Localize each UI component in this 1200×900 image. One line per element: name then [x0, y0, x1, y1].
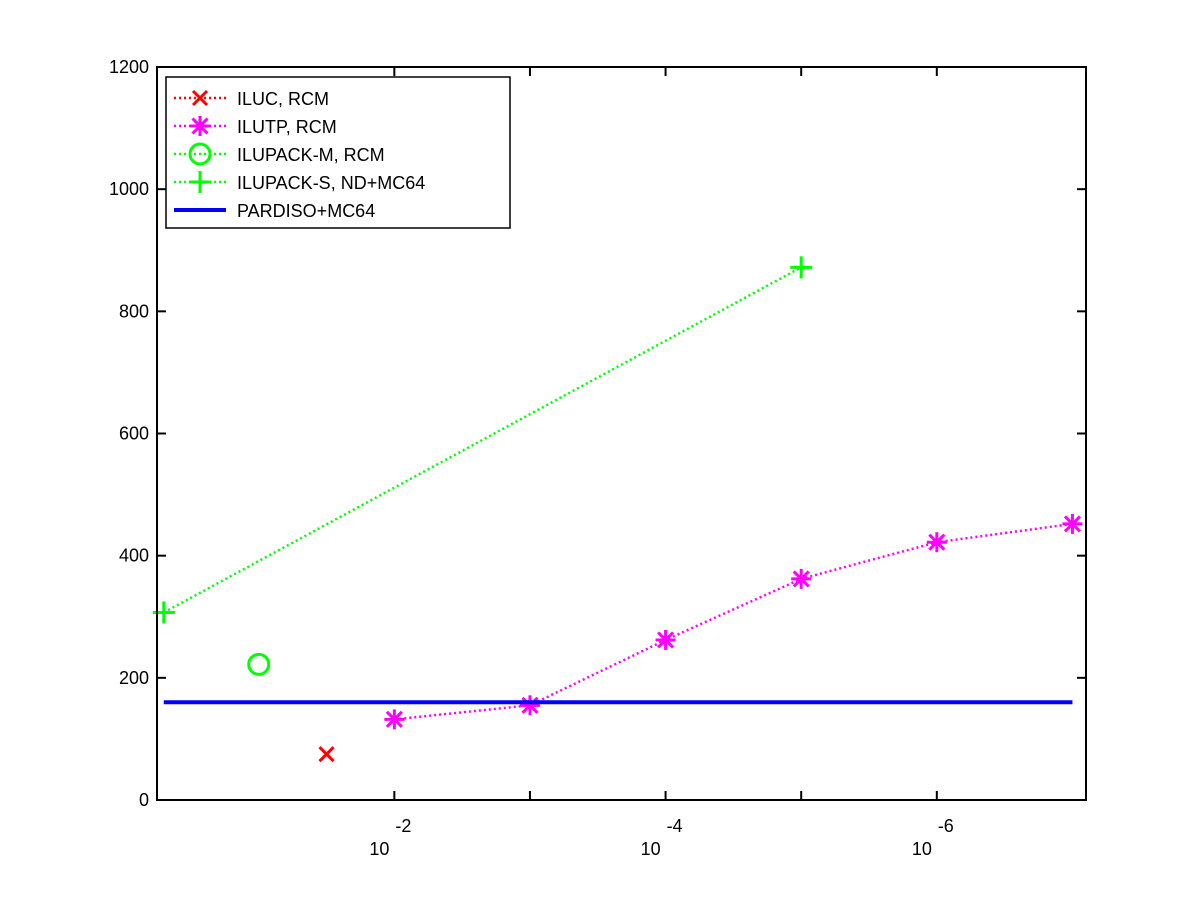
x-tick-label-exponent: -2 [395, 816, 411, 836]
data-point-ilupack-s-nd-mc64 [790, 256, 813, 279]
x-tick-label-exponent: -6 [938, 816, 954, 836]
data-point-ilutp-rcm [384, 709, 405, 730]
data-point-ilutp-rcm [926, 532, 947, 553]
data-point-ilupack-m-rcm [247, 652, 271, 676]
y-tick-label: 200 [119, 668, 149, 688]
data-point-ilupack-m-rcm-ring [247, 652, 271, 676]
y-tick-label: 600 [119, 424, 149, 444]
data-point-iluc-rcm [318, 746, 335, 763]
y-tick-label: 400 [119, 546, 149, 566]
legend-label-iluc-rcm: ILUC, RCM [237, 89, 329, 109]
data-point-ilutp-rcm [1062, 513, 1083, 534]
legend-marker-ilutp-rcm [190, 116, 210, 136]
series-iluc-rcm [318, 746, 335, 763]
data-point-ilutp-rcm-stroke-b [792, 570, 810, 588]
data-point-ilutp-rcm-stroke-b [1063, 515, 1081, 533]
legend-label-ilupack-m-rcm: ILUPACK-M, RCM [237, 145, 385, 165]
series-ilupack-m-rcm [247, 652, 271, 676]
axes: 0 200 400 600 800 1000 1200 10 -2 10 -4 10 -6 [109, 57, 1087, 859]
legend: ILUC, RCM ILUTP, RCM ILUPACK-M, RCM ILUPACK… [165, 76, 511, 229]
series-line-ilupack-s-nd-mc64 [163, 266, 802, 614]
x-tick-label-exponent: -4 [667, 816, 683, 836]
data-point-ilutp-rcm [791, 568, 812, 589]
data-point-ilutp-rcm-stroke-b [385, 710, 403, 728]
x-tick-label-base: 10 [369, 839, 389, 859]
data-point-ilutp-rcm-stroke-b [928, 533, 946, 551]
plot-area [152, 256, 1083, 763]
legend-label-pardiso-mc64: PARDISO+MC64 [237, 201, 375, 221]
legend-marker-ilutp-rcm-stroke-b [191, 117, 209, 135]
legend-box [165, 76, 511, 229]
legend-marker-ilupack-m-rcm [188, 142, 212, 166]
legend-marker-iluc-rcm [191, 89, 209, 107]
y-tick-label: 1000 [109, 179, 149, 199]
data-point-ilutp-rcm [655, 629, 676, 650]
legend-label-ilupack-s-nd-mc64: ILUPACK-S, ND+MC64 [237, 173, 425, 193]
x-tick-label-base: 10 [641, 839, 661, 859]
data-point-ilutp-rcm [519, 695, 540, 716]
data-point-ilutp-rcm-stroke-b [657, 631, 675, 649]
legend-label-ilutp-rcm: ILUTP, RCM [237, 117, 337, 137]
legend-marker-ilupack-m-rcm-ring [188, 142, 212, 166]
legend-marker-iluc-rcm-stroke-b [191, 89, 209, 107]
y-tick-label: 1200 [109, 57, 149, 77]
x-tick-label-base: 10 [912, 839, 932, 859]
series-line-ilutp-rcm [394, 522, 1073, 721]
y-tick-label: 0 [139, 790, 149, 810]
legend-marker-ilupack-s-nd-mc64 [189, 171, 211, 193]
series-ilutp-rcm [384, 513, 1083, 730]
data-point-iluc-rcm-stroke-b [318, 746, 335, 763]
y-tick-label: 800 [119, 301, 149, 321]
